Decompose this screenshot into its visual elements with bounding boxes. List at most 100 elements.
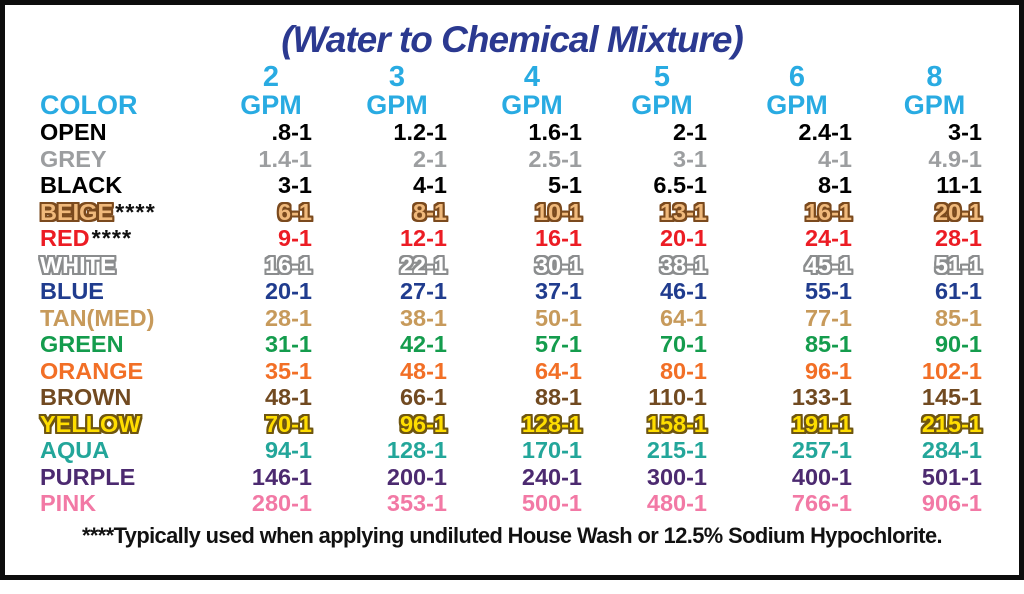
chart-title: (Water to Chemical Mixture) — [281, 19, 744, 60]
gpm-number-8: 8 — [926, 61, 943, 93]
ratio-cell: 4-1 — [413, 172, 447, 199]
ratio-cell: 70-1 — [264, 410, 312, 437]
ratio-cell: 191-1 — [791, 410, 852, 437]
gpm-number-6: 6 — [788, 61, 806, 93]
ratio-cell: 257-1 — [791, 437, 852, 464]
ratio-cell: 28-1 — [934, 225, 982, 252]
color-name: PURPLE — [40, 463, 136, 490]
gpm-number-row: 2 3 4 5 6 8 — [5, 63, 1017, 92]
ratio-cell: 2.5-1 — [528, 145, 582, 172]
ratio-cell: 2.4-1 — [798, 119, 852, 146]
ratio-cell: 64-1 — [659, 304, 707, 331]
ratio-cell: 3-1 — [948, 119, 982, 146]
ratio-cell: 85-1 — [804, 331, 852, 358]
gpm-label: GPM — [903, 90, 966, 120]
color-name-cell: PINK — [5, 490, 230, 517]
gpm-number-2: 2 — [262, 61, 280, 93]
ratio-cell: 48-1 — [264, 384, 312, 411]
table-row: AQUA 94-1 128-1 170-1 215-1 257-1 284-1 — [5, 437, 1017, 464]
ratio-cell: 170-1 — [521, 437, 582, 464]
ratio-cell: 61-1 — [934, 278, 982, 305]
ratio-cell: 6-1 — [278, 198, 312, 225]
color-name: BLACK — [40, 172, 123, 199]
ratio-cell: 11-1 — [936, 172, 982, 199]
ratio-cell: 110-1 — [648, 384, 707, 411]
ratio-cell: 37-1 — [534, 278, 582, 305]
color-name: ORANGE — [40, 357, 144, 384]
footnote-text: ****Typically used when applying undilut… — [81, 522, 943, 548]
ratio-cell: 24-1 — [804, 225, 852, 252]
color-name: GREEN — [40, 331, 124, 358]
ratio-cell: 1.6-1 — [528, 119, 582, 146]
ratio-cell: 51-1 — [934, 251, 982, 278]
ratio-cell: 22-1 — [399, 251, 447, 278]
table-row: BEIGE**** 6-1 8-1 10-1 13-1 16-1 20-1 — [5, 199, 1017, 226]
ratio-cell: 27-1 — [399, 278, 447, 305]
table-row: PINK 280-1 353-1 500-1 480-1 766-1 906-1 — [5, 490, 1017, 517]
color-name-cell: RED**** — [5, 225, 230, 252]
color-column-header: COLOR — [40, 90, 138, 120]
color-header-spacer — [5, 63, 230, 92]
ratio-cell: 13-1 — [659, 198, 707, 225]
ratio-cell: 77-1 — [804, 304, 852, 331]
ratio-cell: 128-1 — [521, 410, 582, 437]
table-row: BLACK 3-1 4-1 5-1 6.5-1 8-1 11-1 — [5, 172, 1017, 199]
ratio-cell: 46-1 — [659, 278, 707, 305]
ratio-cell: 94-1 — [264, 437, 312, 464]
ratio-cell: 80-1 — [659, 357, 707, 384]
ratio-cell: 3-1 — [673, 145, 707, 172]
color-name-cell: GREY — [5, 146, 230, 173]
gpm-label: GPM — [766, 90, 828, 120]
color-name: GREY — [40, 145, 107, 172]
color-name: BROWN — [40, 384, 132, 411]
ratio-cell: 353-1 — [386, 490, 447, 517]
table-row: GREY 1.4-1 2-1 2.5-1 3-1 4-1 4.9-1 — [5, 146, 1017, 173]
gpm-number-5: 5 — [653, 61, 671, 93]
color-name: TAN(MED) — [40, 304, 155, 331]
color-name-cell: OPEN — [5, 119, 230, 146]
ratio-cell: 12-1 — [399, 225, 447, 252]
ratio-cell: 9-1 — [278, 225, 312, 252]
ratio-cell: 4-1 — [818, 145, 852, 172]
table-row: BLUE 20-1 27-1 37-1 46-1 55-1 61-1 — [5, 278, 1017, 305]
mixture-table-body: OPEN .8-1 1.2-1 1.6-1 2-1 2.4-1 3-1 GREY 1.4-1 2-… — [5, 119, 1017, 517]
ratio-cell: 20-1 — [264, 278, 312, 305]
ratio-cell: 766-1 — [791, 490, 852, 517]
ratio-cell: 20-1 — [659, 225, 707, 252]
gpm-label: GPM — [501, 90, 563, 120]
ratio-cell: 16-1 — [804, 198, 852, 225]
color-name-cell: PURPLE — [5, 464, 230, 491]
ratio-cell: 10-1 — [534, 198, 582, 225]
ratio-cell: 1.2-1 — [393, 119, 447, 146]
mixture-chart-card: (Water to Chemical Mixture) 2 3 4 5 6 8 … — [0, 0, 1024, 580]
ratio-cell: 145-1 — [921, 384, 982, 411]
ratio-cell: 102-1 — [921, 357, 982, 384]
ratio-cell: 284-1 — [921, 437, 982, 464]
color-name-cell: BLACK — [5, 172, 230, 199]
color-name-cell: AQUA — [5, 437, 230, 464]
color-name: BEIGE — [40, 198, 114, 225]
color-name: YELLOW — [40, 410, 141, 437]
ratio-cell: 200-1 — [386, 463, 447, 490]
table-row: PURPLE 146-1 200-1 240-1 300-1 400-1 501-1 — [5, 464, 1017, 491]
ratio-cell: 16-1 — [264, 251, 312, 278]
footnote-marker: **** — [115, 198, 156, 225]
color-name-cell: BLUE — [5, 278, 230, 305]
gpm-number-4: 4 — [523, 61, 541, 93]
ratio-cell: 500-1 — [521, 490, 582, 517]
mixture-ratio-table: 2 3 4 5 6 8 COLOR GPM GPM GPM GPM GPM GP… — [5, 63, 1017, 517]
ratio-cell: 146-1 — [251, 463, 312, 490]
color-name: WHITE — [40, 251, 116, 278]
ratio-cell: 38-1 — [659, 251, 707, 278]
ratio-cell: 8-1 — [413, 198, 447, 225]
color-name-cell: BEIGE**** — [5, 199, 230, 226]
ratio-cell: 133-1 — [791, 384, 852, 411]
ratio-cell: 45-1 — [804, 251, 852, 278]
ratio-cell: 85-1 — [934, 304, 982, 331]
ratio-cell: 96-1 — [804, 357, 852, 384]
ratio-cell: 90-1 — [934, 331, 982, 358]
ratio-cell: 128-1 — [386, 437, 447, 464]
ratio-cell: 906-1 — [921, 490, 982, 517]
color-name-cell: YELLOW — [5, 411, 230, 438]
ratio-cell: 1.4-1 — [258, 145, 312, 172]
